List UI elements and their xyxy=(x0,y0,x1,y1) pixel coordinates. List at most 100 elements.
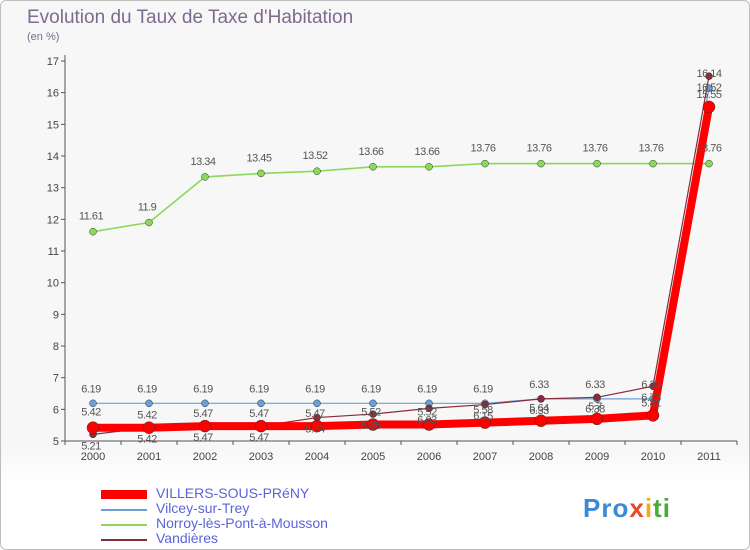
data-label-vandieres: 5.85 xyxy=(361,420,381,432)
data-point-villers xyxy=(478,416,492,429)
data-label-villers: 15.55 xyxy=(696,89,721,101)
data-label-vandieres: 16.52 xyxy=(696,82,721,94)
data-label-norroy: 13.66 xyxy=(414,146,439,158)
data-point-vandieres xyxy=(481,400,489,409)
data-point-villers xyxy=(198,419,212,433)
x-tick-label: 2011 xyxy=(697,451,721,463)
legend-swatch-vandieres xyxy=(101,539,147,541)
series-line-norroy xyxy=(92,162,710,233)
data-label-vilcey: 6.33 xyxy=(585,379,605,391)
data-point-villers xyxy=(422,418,436,431)
data-label-norroy: 11.61 xyxy=(79,211,104,223)
data-point-vilcey xyxy=(313,399,321,408)
y-tick-label: 11 xyxy=(48,246,59,258)
x-tick-label: 2001 xyxy=(137,451,161,463)
y-tick-label: 16 xyxy=(47,88,59,100)
data-point-norroy xyxy=(705,159,713,168)
data-point-vandieres xyxy=(425,404,433,413)
data-label-vilcey: 6.19 xyxy=(249,383,269,395)
data-point-norroy xyxy=(481,159,489,168)
y-tick-label: 14 xyxy=(47,151,59,163)
data-label-vandieres: 6.15 xyxy=(473,411,493,423)
x-tick-label: 2004 xyxy=(305,451,329,463)
chart-title: Evolution du Taux de Taxe d'Habitation xyxy=(27,7,354,28)
y-tick-label: 5 xyxy=(53,436,59,448)
x-tick-label: 2005 xyxy=(361,451,385,463)
plot-area xyxy=(65,55,737,441)
data-point-vandieres xyxy=(705,72,713,80)
line-chart-plot: 5 6 7 8 9 10 11 12 13 14 15 16 17 2000 2001 2002 2003 200… xyxy=(47,55,738,463)
x-tick-label: 2009 xyxy=(585,451,609,463)
data-point-vandieres xyxy=(369,410,377,418)
data-label-norroy: 13.45 xyxy=(246,152,271,164)
data-point-villers xyxy=(590,412,604,426)
data-label-vandieres: 6.73 xyxy=(641,392,661,404)
chart-subtitle: (en %) xyxy=(27,31,60,43)
data-label-vilcey: 6.19 xyxy=(361,383,381,395)
y-tick-label: 8 xyxy=(53,341,59,353)
data-point-villers xyxy=(142,421,156,434)
data-point-norroy xyxy=(369,163,377,171)
data-label-norroy: 13.76 xyxy=(582,143,607,155)
data-label-norroy: 13.76 xyxy=(526,143,551,155)
data-label-villers: 5.58 xyxy=(473,405,493,417)
data-point-norroy xyxy=(257,169,265,178)
legend-swatch-villers xyxy=(101,490,147,499)
data-label-villers: 5.47 xyxy=(193,408,213,420)
series-line-vilcey xyxy=(92,87,710,404)
x-tick-label: 2003 xyxy=(249,451,273,463)
data-point-villers xyxy=(646,409,660,422)
data-label-norroy: 13.34 xyxy=(190,156,215,168)
data-label-vandieres: 5.21 xyxy=(81,440,101,452)
data-point-norroy xyxy=(89,227,97,236)
data-label-villers: 5.42 xyxy=(81,407,101,419)
y-tick-label: 13 xyxy=(47,183,59,195)
data-label-vandieres: 5.74 xyxy=(305,424,325,436)
data-point-norroy xyxy=(593,159,601,168)
data-label-villers: 5.52 xyxy=(361,407,381,419)
data-label-vandieres: 6.38 xyxy=(585,403,605,415)
data-label-norroy: 13.76 xyxy=(696,143,721,155)
data-point-vandieres xyxy=(593,393,601,402)
data-label-vilcey: 6.19 xyxy=(417,383,437,395)
legend-label-norroy: Norroy-lès-Pont-à-Mousson xyxy=(156,515,328,531)
x-tick-label: 2006 xyxy=(417,451,441,463)
data-point-vilcey xyxy=(201,399,209,408)
data-label-vandieres: 5.47 xyxy=(193,432,213,444)
data-label-villers: 5.42 xyxy=(137,410,157,422)
data-label-villers: 5.64 xyxy=(529,403,549,415)
y-tick-label: 10 xyxy=(47,278,59,290)
series-line-villers xyxy=(89,102,713,432)
proxiti-logo: Proxiti xyxy=(583,493,671,523)
legend-swatch-norroy xyxy=(101,524,147,526)
data-label-villers: 5.52 xyxy=(417,407,437,419)
data-point-vilcey xyxy=(145,399,153,408)
data-point-norroy xyxy=(425,163,433,171)
y-tick-label: 17 xyxy=(47,56,59,68)
data-label-vandieres: 6.33 xyxy=(529,405,549,417)
x-tick-label: 2000 xyxy=(81,451,105,463)
data-point-norroy xyxy=(201,173,209,181)
data-point-villers xyxy=(366,418,380,431)
data-label-norroy: 13.66 xyxy=(358,146,383,158)
y-tick-label: 9 xyxy=(53,309,59,321)
data-label-vilcey: 6.33 xyxy=(529,379,549,391)
data-label-vandieres: 5.42 xyxy=(137,434,157,446)
y-tick-label: 15 xyxy=(47,119,59,131)
data-label-vandieres: 6.03 xyxy=(417,414,437,426)
data-label-norroy: 13.52 xyxy=(302,150,327,162)
legend-label-vilcey: Vilcey-sur-Trey xyxy=(156,500,250,516)
data-label-vilcey: 6.19 xyxy=(137,383,157,395)
legend-label-vandieres: Vandières xyxy=(156,530,219,546)
y-tick-label: 7 xyxy=(53,373,59,385)
data-point-villers xyxy=(310,419,324,433)
data-point-vandieres xyxy=(537,395,545,403)
data-label-vilcey: 16.14 xyxy=(696,68,721,80)
data-label-vilcey: 6.33 xyxy=(641,379,661,391)
data-label-vandieres: 5.47 xyxy=(249,432,269,444)
data-point-villers xyxy=(86,421,100,434)
data-point-villers xyxy=(254,419,268,433)
data-label-villers: 5.47 xyxy=(249,408,269,420)
data-point-villers xyxy=(534,414,548,427)
